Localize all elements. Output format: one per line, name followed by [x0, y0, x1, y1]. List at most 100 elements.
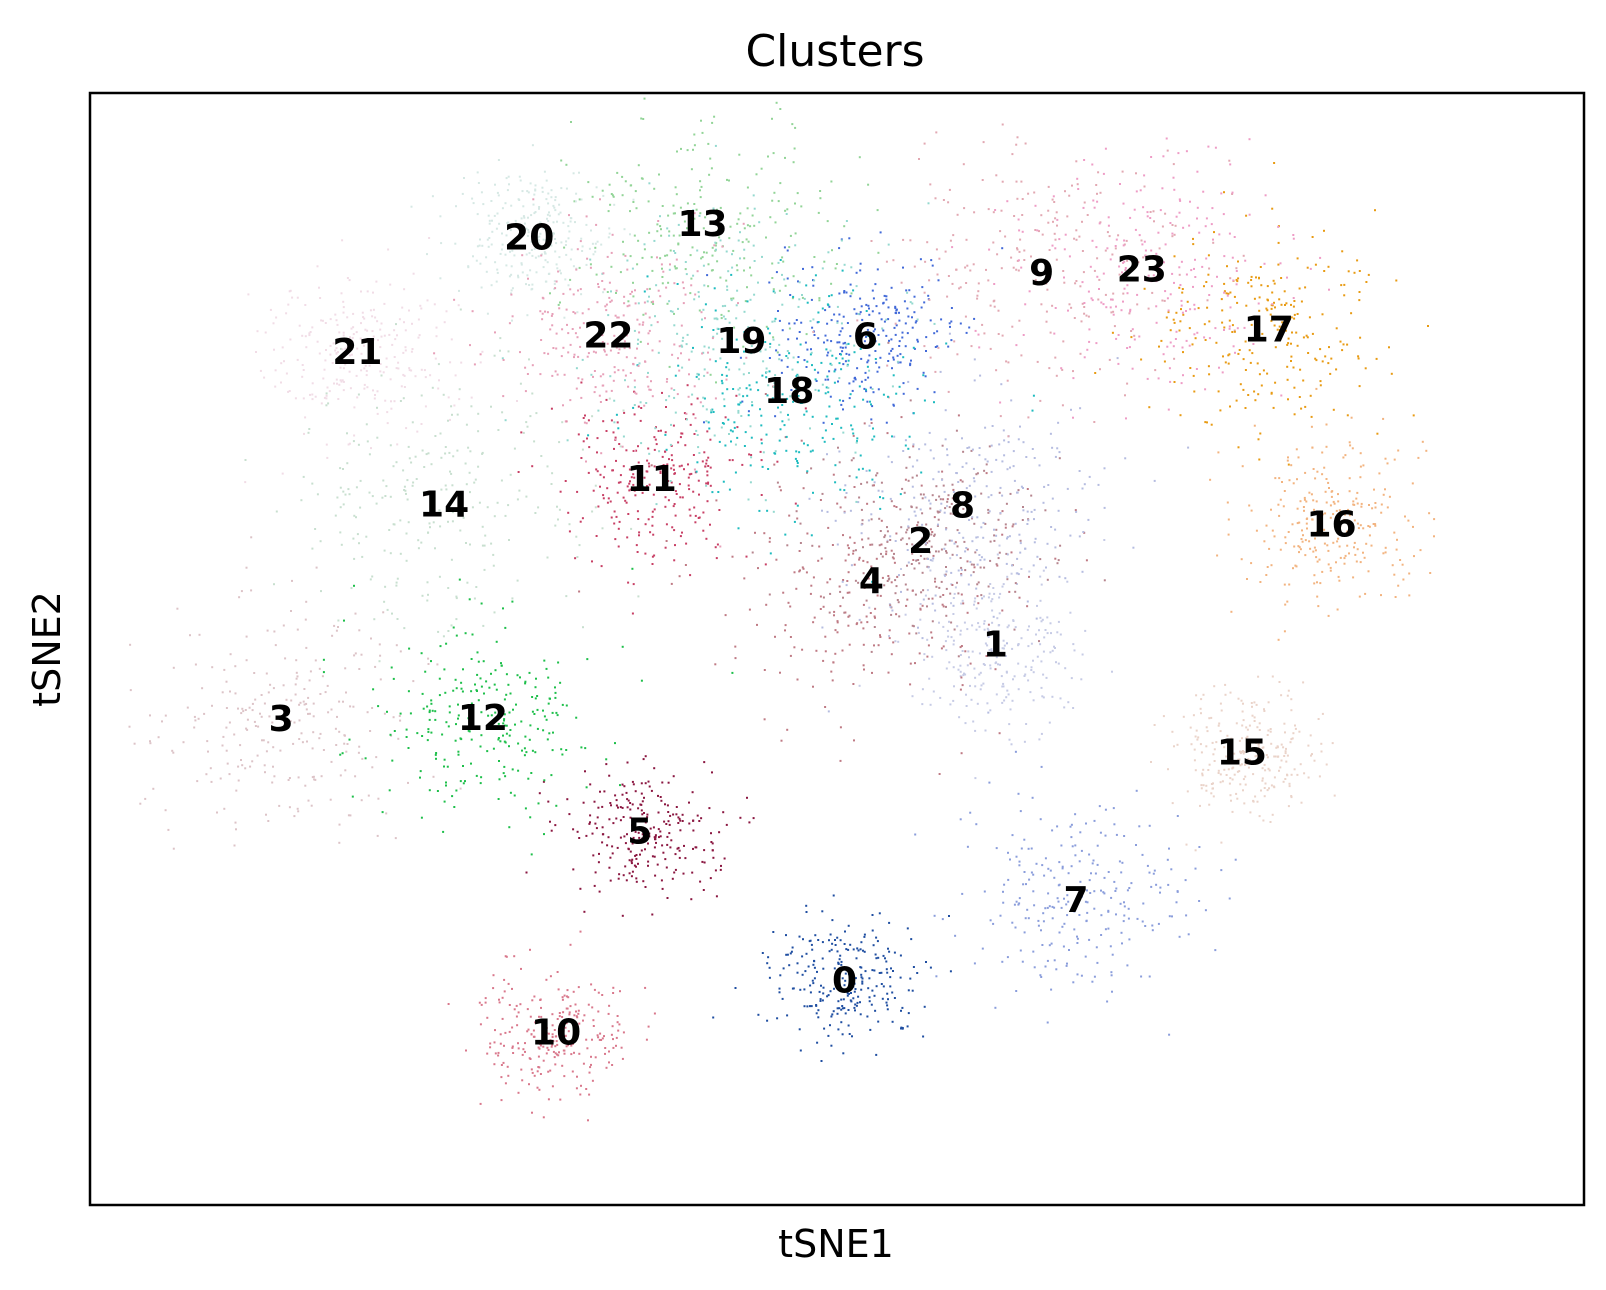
data-point — [840, 960, 843, 963]
data-point — [977, 581, 980, 584]
data-point — [1115, 887, 1118, 890]
data-point — [617, 481, 620, 484]
data-point — [1107, 871, 1110, 873]
data-point — [1093, 819, 1096, 822]
data-point — [896, 599, 899, 601]
data-point — [480, 711, 483, 714]
data-point — [1140, 975, 1143, 978]
data-point — [751, 401, 753, 404]
data-point — [722, 422, 725, 425]
data-point — [559, 1028, 562, 1031]
data-point — [1060, 844, 1063, 847]
data-point — [585, 1038, 588, 1041]
data-point — [631, 567, 634, 570]
data-point — [999, 512, 1002, 514]
data-point — [886, 992, 889, 995]
data-point — [1026, 600, 1029, 603]
data-point — [1072, 707, 1075, 709]
data-point — [817, 311, 820, 314]
data-point — [694, 846, 697, 849]
data-point — [983, 664, 986, 666]
data-point — [679, 829, 682, 832]
data-point — [983, 620, 986, 623]
data-point — [757, 567, 759, 570]
data-point — [794, 232, 797, 235]
data-point — [849, 943, 852, 946]
data-point — [442, 393, 445, 396]
data-point — [1250, 275, 1253, 278]
data-point — [1291, 523, 1294, 526]
data-point — [982, 141, 985, 144]
data-point — [1086, 889, 1088, 892]
data-point — [612, 992, 615, 994]
data-point — [1065, 964, 1068, 967]
data-point — [1047, 867, 1050, 870]
data-point — [626, 485, 629, 488]
data-point — [784, 284, 787, 287]
data-point — [1325, 445, 1328, 448]
data-point — [714, 244, 717, 247]
data-point — [1025, 723, 1028, 725]
data-point — [298, 738, 301, 740]
data-point — [412, 481, 415, 484]
data-point — [918, 562, 921, 565]
data-point — [837, 446, 839, 449]
data-point — [337, 626, 339, 628]
data-point — [993, 534, 996, 537]
data-point — [913, 510, 916, 513]
data-point — [863, 668, 865, 671]
data-point — [1062, 270, 1065, 272]
data-point — [812, 963, 815, 966]
data-point — [766, 1019, 769, 1022]
data-point — [517, 1047, 520, 1050]
data-point — [960, 568, 963, 571]
data-point — [966, 264, 969, 267]
data-point — [616, 421, 619, 424]
data-point — [1013, 903, 1016, 906]
data-point — [658, 173, 660, 176]
data-point — [1252, 773, 1255, 776]
data-point — [766, 509, 769, 512]
data-point — [959, 818, 962, 821]
data-point — [844, 1012, 847, 1015]
data-point — [631, 842, 634, 845]
data-point — [1040, 620, 1043, 623]
data-point — [853, 377, 856, 380]
data-point — [760, 414, 763, 417]
data-point — [644, 552, 647, 555]
data-point — [550, 483, 553, 485]
data-point — [1307, 744, 1310, 747]
data-point — [890, 461, 893, 464]
data-point — [592, 1025, 595, 1027]
data-point — [970, 563, 973, 566]
data-point — [921, 703, 924, 706]
data-point — [1220, 709, 1223, 712]
data-point — [788, 352, 791, 355]
data-point — [447, 725, 450, 728]
data-point — [1236, 770, 1239, 773]
data-point — [664, 858, 667, 861]
data-point — [583, 1014, 586, 1017]
data-point — [338, 730, 341, 733]
data-point — [481, 451, 484, 454]
data-point — [503, 719, 505, 722]
data-point — [556, 714, 559, 717]
data-point — [458, 578, 461, 581]
data-point — [1054, 356, 1057, 359]
data-point — [841, 1033, 844, 1036]
data-point — [547, 702, 550, 705]
data-point — [493, 515, 496, 518]
data-point — [1205, 726, 1208, 729]
data-point — [974, 676, 977, 679]
data-point — [835, 417, 838, 420]
data-point — [389, 733, 392, 736]
data-point — [700, 326, 703, 329]
data-point — [1356, 491, 1359, 494]
data-point — [529, 948, 531, 951]
data-point — [842, 596, 844, 599]
data-point — [1024, 665, 1027, 668]
data-point — [606, 844, 609, 847]
data-point — [777, 200, 780, 203]
data-point — [608, 774, 611, 777]
data-point — [819, 998, 822, 1001]
